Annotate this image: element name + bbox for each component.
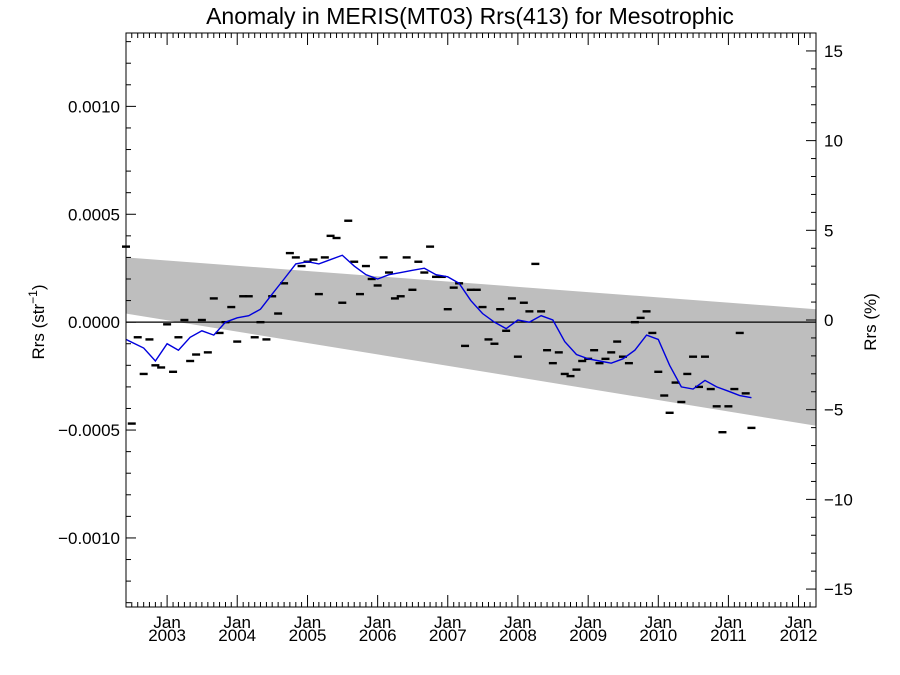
- series-line: [125, 254, 752, 399]
- x-tick-label-month: Jan: [364, 613, 391, 632]
- x-tick-label-month: Jan: [434, 613, 461, 632]
- x-tick-label-month: Jan: [574, 613, 601, 632]
- y-tick-label: −0.0010: [58, 529, 120, 548]
- x-tick-label-year: 2006: [359, 626, 397, 645]
- chart-title: Anomaly in MERIS(MT03) Rrs(413) for Meso…: [206, 3, 734, 29]
- y-tick-label: 0.0005: [68, 205, 120, 224]
- trend-band: [126, 257, 816, 426]
- x-tick-label-month: Jan: [224, 613, 251, 632]
- y2-axis-label: Rrs (%): [861, 293, 880, 351]
- x-tick-label-year: 2003: [148, 626, 186, 645]
- x-tick-label-year: 2008: [499, 626, 537, 645]
- y2-tick-label: 0: [824, 311, 833, 330]
- x-tick-label-year: 2004: [218, 626, 256, 645]
- y-tick-label: 0.0010: [68, 97, 120, 116]
- x-tick-label-month: Jan: [294, 613, 321, 632]
- y-axis-label-close: ): [29, 284, 48, 290]
- plot-area: 0.0010 0.0005 0.0000 −0.0005 −0.0010 15 10 5 0 −5…: [58, 32, 853, 645]
- y2-tick-label: 5: [824, 221, 833, 240]
- x-tick-label-month: Jan: [785, 613, 812, 632]
- y2-tick-label: 15: [824, 42, 843, 61]
- y2-tick-label: 10: [824, 132, 843, 151]
- x-tick-label-year: 2009: [569, 626, 607, 645]
- x-tick-label-year: 2011: [710, 626, 747, 645]
- x-tick-label-year: 2010: [639, 626, 677, 645]
- x-tick-label-month: Jan: [153, 613, 180, 632]
- x-tick-label-year: 2005: [289, 626, 327, 645]
- y-axis-label: Rrs (str−1): [26, 284, 48, 359]
- x-tick-label-year: 2012: [780, 626, 818, 645]
- x-tick-label-month: Jan: [715, 613, 742, 632]
- x-tick-label-month: Jan: [504, 613, 531, 632]
- x-tick-label-month: Jan: [645, 613, 672, 632]
- y-tick-label: −0.0005: [58, 421, 120, 440]
- y-tick-label: 0.0000: [68, 313, 120, 332]
- y2-tick-label: −5: [824, 401, 843, 420]
- y-axis-label-superscript: −1: [26, 290, 40, 304]
- y-axis-label-main: Rrs (str: [29, 303, 48, 359]
- x-tick-label-year: 2007: [429, 626, 467, 645]
- y2-tick-label: −15: [824, 580, 853, 599]
- y2-tick-label: −10: [824, 490, 853, 509]
